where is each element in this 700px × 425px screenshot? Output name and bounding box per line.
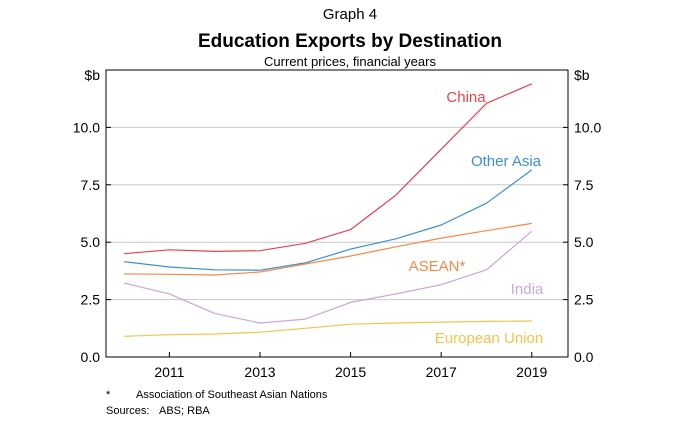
- series-line-2: [124, 222, 532, 276]
- series-line-0: [124, 83, 533, 255]
- footnote: * Association of Southeast Asian Nations: [106, 389, 327, 401]
- chart-title: Education Exports by Destination: [197, 31, 503, 52]
- y-tick-right-0: 0.0: [574, 349, 594, 365]
- series-label-4: European Union: [435, 330, 543, 347]
- y-tick-right-2: 5.0: [574, 234, 594, 250]
- y-tick-left-3: 7.5: [81, 177, 101, 193]
- series-line-4: [124, 320, 532, 337]
- footnote-mark: *: [106, 389, 111, 401]
- plot-frame: [105, 69, 569, 358]
- sources-note: Sources: ABS; RBA: [106, 405, 210, 417]
- chart-subtitle: Current prices, financial years: [264, 54, 436, 69]
- x-tick-1: 2013: [244, 364, 275, 380]
- y-tick-left-1: 2.5: [81, 292, 101, 308]
- sources-text: ABS; RBA: [159, 405, 210, 417]
- graph-number-label: Graph 4: [322, 6, 378, 23]
- series-label-1: Other Asia: [471, 153, 542, 170]
- y-tick-right-4: 10.0: [574, 119, 601, 135]
- sources-label: Sources:: [106, 405, 150, 417]
- y-tick-left-0: 0.0: [81, 349, 101, 365]
- series-line-3: [123, 230, 533, 324]
- y-tick-right-3: 7.5: [574, 177, 594, 193]
- y-tick-left-2: 5.0: [81, 234, 101, 250]
- x-tick-2: 2015: [335, 364, 366, 380]
- series-label-2: ASEAN*: [409, 258, 466, 275]
- series-line-1: [124, 169, 533, 271]
- x-tick-3: 2017: [426, 364, 457, 380]
- footnote-text: Association of Southeast Asian Nations: [136, 389, 328, 401]
- series-label-0: China: [446, 89, 486, 106]
- y-tick-right-1: 2.5: [574, 292, 594, 308]
- y-unit-right: $b: [574, 67, 590, 83]
- y-unit-left: $b: [84, 67, 100, 83]
- x-tick-4: 2019: [516, 364, 547, 380]
- x-tick-0: 2011: [154, 364, 184, 380]
- series-label-3: India: [511, 281, 544, 298]
- y-tick-left-4: 10.0: [73, 119, 100, 135]
